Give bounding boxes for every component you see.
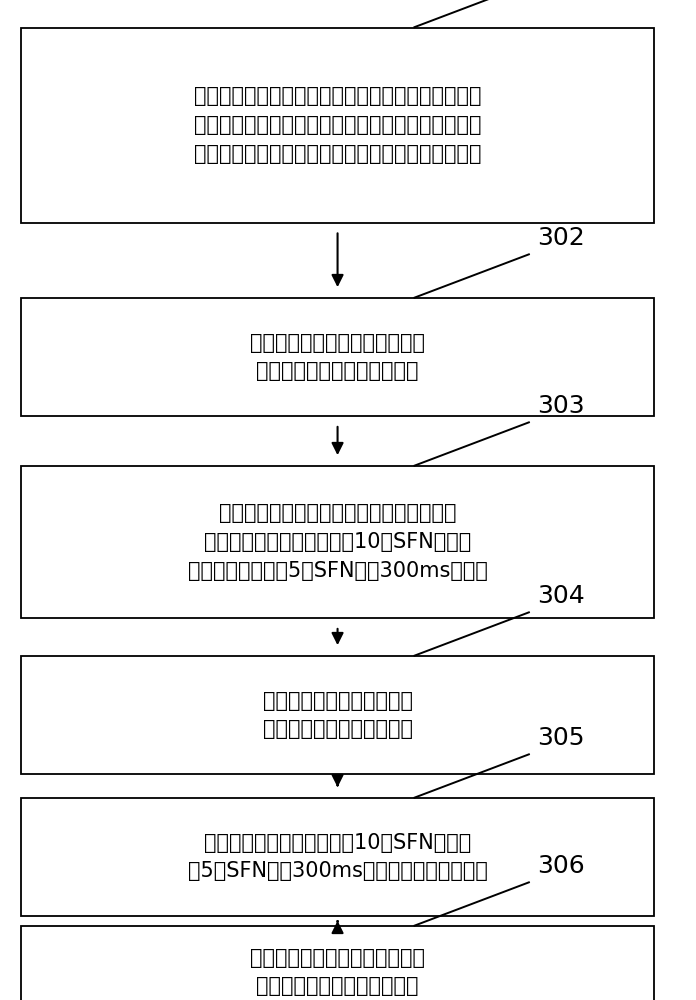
Bar bbox=[21, 27, 654, 223]
Text: 处于节电状态的智能电表在10个SFN周期中
第5个SFN周期300ms的位置上监听寻呼信道: 处于节电状态的智能电表在10个SFN周期中 第5个SFN周期300ms的位置上监… bbox=[188, 833, 487, 881]
Bar bbox=[21, 926, 654, 1000]
Bar bbox=[21, 298, 654, 416]
Text: 智能电表获得新的寻呼周期
控制信息，并进入节电状态: 智能电表获得新的寻呼周期 控制信息，并进入节电状态 bbox=[262, 691, 413, 739]
Text: 303: 303 bbox=[537, 394, 585, 418]
Text: 306: 306 bbox=[537, 854, 585, 878]
Text: 接入层通过空口信令将进入节电
状态的指示信息发送给网络侧: 接入层通过空口信令将进入节电 状态的指示信息发送给网络侧 bbox=[250, 333, 425, 381]
Text: 网络侧为智能电表配置新的寻呼周期控制信
息，其中，寻呼周期长度为10个SFN周期长
度，寻呼位置为第5个SFN周期300ms的位置: 网络侧为智能电表配置新的寻呼周期控制信 息，其中，寻呼周期长度为10个SFN周期… bbox=[188, 503, 487, 581]
Text: 302: 302 bbox=[537, 226, 585, 250]
Bar bbox=[21, 798, 654, 916]
Bar bbox=[21, 656, 654, 774]
Bar bbox=[21, 466, 654, 618]
Text: 智能电表在向电力公司上报完一次数值后，智能电表
的应用层判断出该智能电表将在一段较长时间内不需
要与电力公司进行通信，则通知接入层进行节电状态: 智能电表在向电力公司上报完一次数值后，智能电表 的应用层判断出该智能电表将在一段… bbox=[193, 86, 482, 164]
Text: 305: 305 bbox=[537, 726, 585, 750]
Text: 处于节电状态的智能电表在监听
到寻呼消息时，进入连接状态: 处于节电状态的智能电表在监听 到寻呼消息时，进入连接状态 bbox=[250, 948, 425, 996]
Text: 304: 304 bbox=[537, 584, 585, 608]
